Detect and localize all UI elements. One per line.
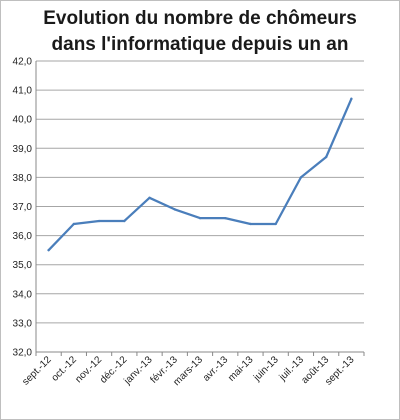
- data-point: [123, 219, 126, 223]
- y-tick-label: 42,0: [13, 57, 33, 68]
- x-tick-label: sept.-12: [20, 354, 54, 388]
- data-point: [224, 216, 227, 220]
- series-group: [47, 97, 353, 252]
- x-tick-label: avr.-13: [201, 354, 231, 384]
- chart-title-line-1: Evolution du nombre de chômeurs: [43, 8, 357, 29]
- chart-title: Evolution du nombre de chômeurs dans l'i…: [0, 6, 400, 58]
- y-tick-label: 34,0: [13, 289, 33, 300]
- data-point: [72, 222, 76, 226]
- x-tick-label: mai-13: [226, 354, 256, 384]
- y-tick-label: 36,0: [13, 231, 33, 242]
- data-point: [47, 248, 50, 252]
- y-tick-label: 38,0: [13, 173, 33, 184]
- y-tick-label: 41,0: [13, 86, 33, 97]
- data-point: [324, 155, 328, 159]
- data-point: [97, 219, 101, 223]
- chart-title-line-2: dans l'informatique depuis un an: [51, 34, 349, 55]
- x-tick-label: janv.-13: [122, 354, 155, 387]
- y-tick-label: 39,0: [13, 144, 33, 155]
- y-tick-label: 40,0: [13, 115, 33, 126]
- data-point: [198, 216, 202, 220]
- y-tick-label: 35,0: [13, 260, 33, 271]
- y-tick-label: 33,0: [13, 318, 33, 329]
- gridlines: [36, 60, 364, 353]
- data-point: [249, 222, 252, 226]
- x-tick-label: juin-13: [251, 354, 281, 384]
- y-tick-labels: 42,0 41,0 40,0 39,0 38,0 37,0 36,0 35,0 34,0 33,0…: [13, 57, 33, 359]
- data-point: [350, 97, 353, 101]
- data-point: [173, 208, 176, 211]
- data-point: [148, 196, 151, 199]
- x-tick-labels: sept.-12oct.-12nov.-12déc.-12janv.-13fév…: [20, 354, 356, 388]
- y-tick-label: 32,0: [13, 348, 33, 359]
- data-point: [299, 176, 303, 179]
- series-line: [47, 97, 353, 252]
- y-tick-label: 37,0: [13, 202, 33, 213]
- data-point: [274, 222, 277, 226]
- axes: [35, 61, 365, 356]
